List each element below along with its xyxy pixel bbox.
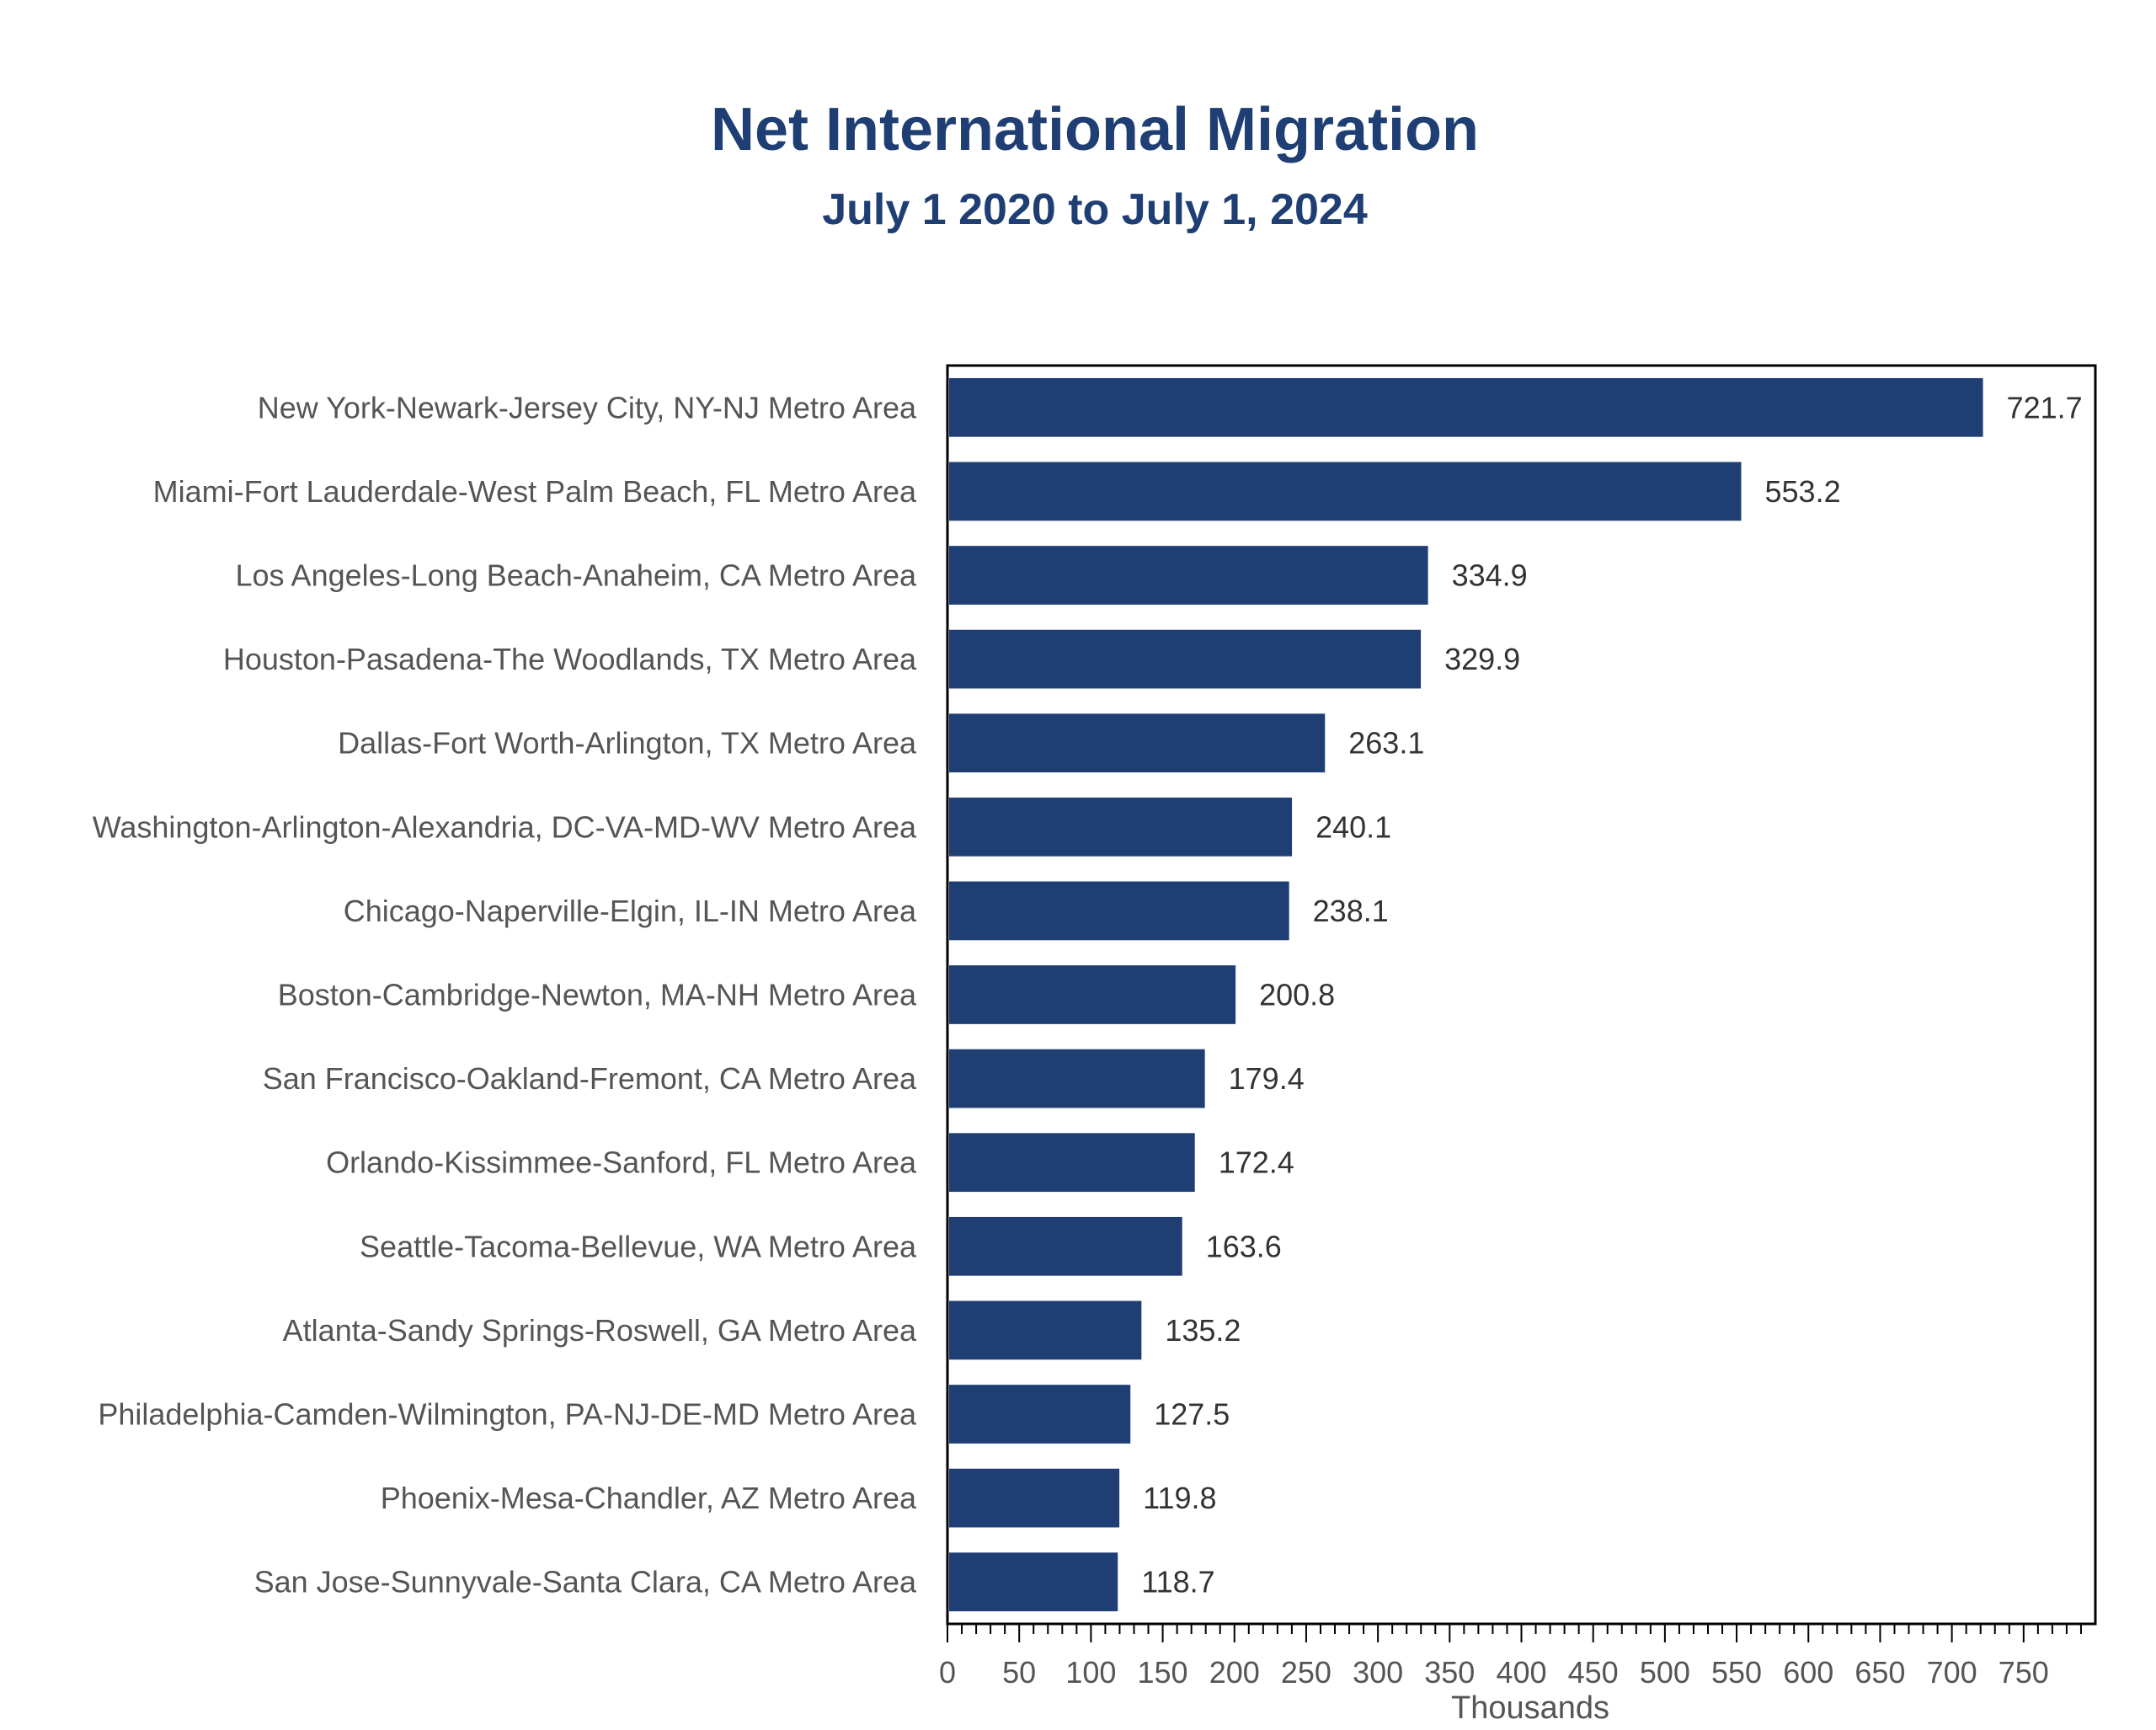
x-tick-label: 450 <box>1568 1655 1619 1690</box>
x-axis-title: Thousands <box>1451 1690 1609 1726</box>
category-label: Seattle-Tacoma-Bellevue, WA Metro Area <box>360 1229 917 1263</box>
bar[interactable] <box>949 965 1236 1024</box>
x-tick-label: 250 <box>1281 1655 1331 1690</box>
data-label: 118.7 <box>1141 1565 1214 1599</box>
x-tick-label: 400 <box>1496 1655 1546 1690</box>
data-label: 119.8 <box>1143 1481 1216 1515</box>
data-label: 127.5 <box>1154 1397 1230 1432</box>
x-tick-label: 550 <box>1711 1655 1762 1690</box>
category-label: San Jose-Sunnyvale-Santa Clara, CA Metro… <box>254 1565 917 1599</box>
plot-area: 721.7 New York-Newark-Jersey City, NY-NJ … <box>93 364 2097 1690</box>
category-label: Los Angeles-Long Beach-Anaheim, CA Metro… <box>236 558 917 593</box>
category-label: Boston-Cambridge-Newton, MA-NH Metro Are… <box>278 978 917 1012</box>
bar[interactable] <box>949 881 1289 941</box>
category-label: New York-Newark-Jersey City, NY-NJ Metro… <box>258 390 917 424</box>
x-tick-label: 300 <box>1353 1655 1403 1690</box>
x-tick-label: 750 <box>1999 1655 2049 1690</box>
bar[interactable] <box>949 1385 1131 1444</box>
data-label: 329.9 <box>1444 642 1520 676</box>
data-label: 179.4 <box>1229 1061 1305 1096</box>
x-tick-label: 700 <box>1927 1655 1977 1690</box>
x-tick-label: 350 <box>1424 1655 1475 1690</box>
x-tick-label: 600 <box>1783 1655 1833 1690</box>
bar[interactable] <box>949 1552 1118 1612</box>
bar[interactable] <box>949 1216 1182 1276</box>
data-label: 172.4 <box>1219 1145 1294 1180</box>
data-label: 163.6 <box>1206 1229 1282 1263</box>
category-label: Chicago-Naperville-Elgin, IL-IN Metro Ar… <box>344 894 917 928</box>
x-tick-label: 650 <box>1854 1655 1905 1690</box>
bar[interactable] <box>949 377 1983 437</box>
x-tick-label: 200 <box>1209 1655 1260 1690</box>
bar[interactable] <box>949 629 1422 689</box>
data-label: 200.8 <box>1259 978 1335 1012</box>
category-label: Houston-Pasadena-The Woodlands, TX Metro… <box>223 642 917 676</box>
data-label: 135.2 <box>1165 1313 1241 1348</box>
data-label: 334.9 <box>1452 558 1528 593</box>
bar[interactable] <box>949 1300 1142 1360</box>
category-label: Philadelphia-Camden-Wilmington, PA-NJ-DE… <box>98 1397 917 1432</box>
chart-subtitle: July 1 2020 to July 1, 2024 <box>822 185 1368 234</box>
bar[interactable] <box>949 1468 1120 1528</box>
category-label: Miami-Fort Lauderdale-West Palm Beach, F… <box>153 474 917 509</box>
bar[interactable] <box>949 1049 1205 1108</box>
data-label: 238.1 <box>1313 894 1389 928</box>
x-tick-label: 100 <box>1065 1655 1116 1690</box>
category-label: Washington-Arlington-Alexandria, DC-VA-M… <box>93 809 917 844</box>
category-label: Phoenix-Mesa-Chandler, AZ Metro Area <box>381 1481 917 1515</box>
bar[interactable] <box>949 797 1293 857</box>
bar[interactable] <box>949 713 1326 773</box>
x-tick-label: 50 <box>1002 1655 1036 1690</box>
x-tick-label: 0 <box>939 1655 956 1690</box>
bar[interactable] <box>949 546 1428 605</box>
category-label: Dallas-Fort Worth-Arlington, TX Metro Ar… <box>338 726 917 761</box>
category-label: Orlando-Kissimmee-Sanford, FL Metro Area <box>326 1145 917 1180</box>
category-label: Atlanta-Sandy Springs-Roswell, GA Metro … <box>283 1313 917 1348</box>
chart-title: Net International Migration <box>711 96 1479 163</box>
data-label: 721.7 <box>2007 390 2083 424</box>
x-tick-label: 500 <box>1640 1655 1690 1690</box>
data-label: 240.1 <box>1315 809 1391 844</box>
data-label: 263.1 <box>1348 726 1424 761</box>
bar[interactable] <box>949 1133 1195 1193</box>
data-label: 553.2 <box>1765 474 1841 509</box>
x-tick-label: 150 <box>1138 1655 1188 1690</box>
bar[interactable] <box>949 462 1742 521</box>
category-label: San Francisco-Oakland-Fremont, CA Metro … <box>263 1061 917 1096</box>
